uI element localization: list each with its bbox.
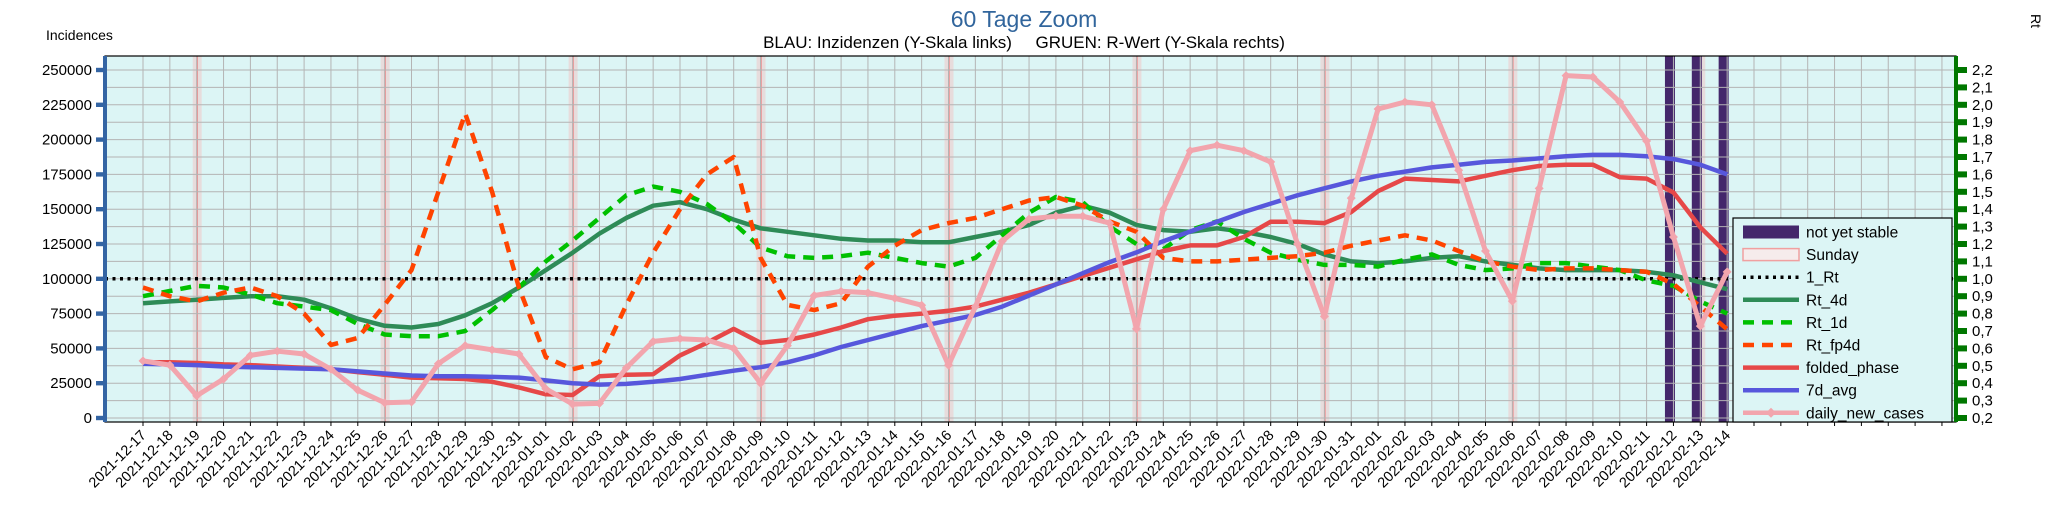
tick-label: 1,0 [1972,271,1993,288]
legend-label: Rt_1d [1806,315,1847,332]
tick-label: 2,2 [1972,62,1993,79]
tick-label: 1,6 [1972,166,1993,183]
x-axis-labels: 2021-12-172021-12-182021-12-192021-12-20… [86,428,1734,492]
tick-label: 0 [84,410,92,427]
tick-label: 250000 [42,62,92,79]
legend-label: 7d_avg [1806,383,1857,400]
left-axis: 0 25000 50000 75000 100000 125000 150000 175000… [42,56,107,427]
tick-label: 1,8 [1972,132,1993,149]
legend-item-rt-1d: Rt_1d [1743,315,1847,332]
tick-label: 0,8 [1972,306,1993,323]
tick-label: 1,9 [1972,114,1993,131]
chart-subtitle: BLAU: Inzidenzen (Y-Skala links) GRUEN: … [763,33,1285,52]
tick-label: 2,0 [1972,97,1993,114]
legend-item-rt-4d: Rt_4d [1743,292,1847,309]
tick-label: 0,4 [1972,375,1993,392]
legend-label: daily_new_cases [1806,405,1924,422]
tick-label: 150000 [42,201,92,218]
legend-item-sunday: Sunday [1742,247,1859,264]
legend-item-folded-phase: folded_phase [1743,360,1899,377]
tick-label: 1,4 [1972,201,1993,218]
chart-title: 60 Tage Zoom [950,6,1098,32]
series-daily_new_cases [138,71,1732,409]
tick-label: 25000 [50,375,92,392]
series-7d_avg [142,152,1728,387]
plot-background [105,56,1956,422]
legend-item-rt-fp4d: Rt_fp4d [1743,338,1860,355]
tick-label: 1,3 [1972,219,1993,236]
not-yet-stable-bands [1664,56,1729,422]
tick-label: 75000 [50,306,92,323]
legend-item-1-rt: 1_Rt [1743,270,1839,287]
tick-label: 0,7 [1972,323,1993,340]
tick-label: 0,6 [1972,340,1993,357]
legend-label: folded_phase [1806,360,1899,377]
right-axis: 0,20,30,40,50,60,70,80,91,01,11,21,31,41… [1954,56,1993,427]
legend-item-not-yet-stable: not yet stable [1743,225,1898,242]
tick-label: 1,2 [1972,236,1993,253]
tick-label: 175000 [42,166,92,183]
legend-label: Sunday [1806,247,1859,264]
legend-label: Rt_4d [1806,292,1847,309]
tick-label: 125000 [42,236,92,253]
x-axis-ticks [142,422,1943,426]
left-axis-caption: Incidences [46,27,113,43]
tick-label: 2,1 [1972,79,1993,96]
series-Rt_fp4d [142,111,1729,372]
tick-label: 1,7 [1972,149,1993,166]
tick-label: 1,5 [1972,184,1993,201]
tick-label: 1,1 [1972,253,1993,270]
tick-label: 0,3 [1972,393,1993,410]
tick-label: 50000 [50,340,92,357]
legend-label: not yet stable [1806,225,1898,242]
legend-item-7d-avg: 7d_avg [1743,383,1857,400]
legend: not yet stable Sunday 1_Rt Rt_4d Rt_1d Rt_fp4… [1732,217,1953,423]
right-axis-caption: Rt [2028,14,2044,28]
tick-label: 0,2 [1972,410,1993,427]
legend-label: Rt_fp4d [1806,338,1860,355]
series-Rt_4d [142,199,1728,330]
legend-item-daily-new-cases: daily_new_cases [1743,405,1924,422]
tick-label: 0,9 [1972,288,1993,305]
series-Rt_1d [142,184,1729,339]
tick-label: 0,5 [1972,358,1993,375]
legend-label: 1_Rt [1806,270,1839,287]
tick-label: 225000 [42,97,92,114]
tick-label: 200000 [42,132,92,149]
tick-label: 100000 [42,271,92,288]
